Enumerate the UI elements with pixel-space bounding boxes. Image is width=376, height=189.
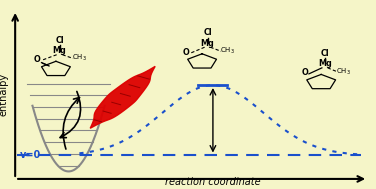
Text: O: O	[302, 68, 308, 77]
Text: O: O	[34, 55, 41, 64]
Text: CH$_3$: CH$_3$	[72, 53, 87, 63]
Text: v=0: v=0	[20, 150, 41, 160]
Text: Cl: Cl	[320, 49, 329, 58]
Text: CH$_3$: CH$_3$	[220, 46, 235, 56]
Text: reaction coordinate: reaction coordinate	[165, 177, 261, 187]
Text: Mg: Mg	[318, 59, 332, 68]
Text: Cl: Cl	[203, 28, 212, 37]
Text: CH$_3$: CH$_3$	[336, 67, 351, 77]
Text: Mg: Mg	[201, 39, 214, 48]
Text: O: O	[182, 48, 189, 57]
Polygon shape	[90, 66, 155, 128]
Text: Mg: Mg	[53, 46, 67, 55]
Text: Cl: Cl	[55, 36, 64, 45]
Text: enthalpy: enthalpy	[0, 73, 9, 116]
